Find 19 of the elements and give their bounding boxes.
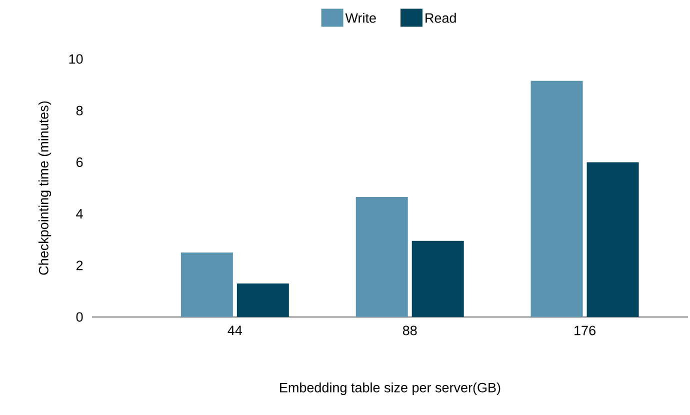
x-tick-label: 44: [228, 326, 242, 335]
y-axis-title: Checkpointing time (minutes): [38, 101, 52, 275]
y-tick-label: 10: [69, 54, 83, 64]
y-tick-label: 6: [76, 157, 83, 167]
y-tick-label: 4: [76, 209, 83, 218]
legend-label: Write: [345, 12, 376, 23]
bar: [356, 197, 408, 317]
bar: [180, 252, 233, 317]
bar: [236, 283, 289, 317]
bar: [412, 240, 464, 317]
x-tick-label: 88: [402, 326, 417, 336]
y-tick-label: 0: [76, 312, 83, 322]
y-tick-label: 8: [76, 106, 83, 116]
y-tick-label: 2: [76, 260, 83, 270]
legend-label: Read: [426, 12, 456, 23]
bar: [586, 162, 639, 317]
x-tick-label: 176: [574, 326, 596, 336]
x-axis-title: Embedding table size per server(GB): [280, 382, 500, 396]
bar: [530, 80, 583, 317]
